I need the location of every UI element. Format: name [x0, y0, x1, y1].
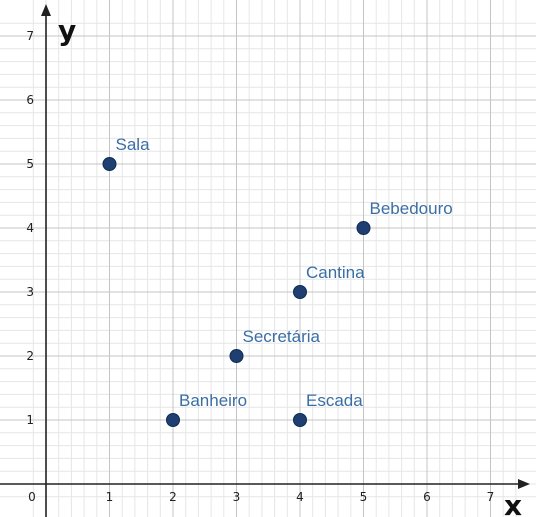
tick-labels: 0 1 2 3 4 5 6 7 1 2 3 4 5 6 7 [26, 29, 494, 504]
point-label-cantina: Cantina [306, 263, 365, 282]
x-tick-label: 4 [296, 490, 304, 504]
y-tick-label: 5 [26, 157, 34, 171]
point-label-escada: Escada [306, 391, 363, 410]
x-axis-label: x [504, 489, 522, 517]
data-points [102, 157, 371, 427]
y-axis-arrow-icon [41, 4, 51, 16]
point-label-secretaria: Secretária [243, 327, 321, 346]
x-tick-label: 0 [28, 490, 36, 504]
point-label-sala: Sala [116, 135, 151, 154]
point-bebedouro [356, 221, 371, 235]
point-sala [102, 157, 117, 171]
point-escada [293, 413, 307, 427]
point-cantina [293, 285, 307, 299]
x-tick-label: 2 [169, 490, 177, 504]
y-tick-label: 7 [26, 29, 34, 43]
point-label-banheiro: Banheiro [179, 391, 247, 410]
x-axis-arrow-icon [518, 479, 530, 489]
x-tick-label: 3 [233, 490, 241, 504]
x-tick-label: 6 [423, 490, 431, 504]
y-axis-label: y [58, 14, 76, 47]
y-tick-label: 6 [26, 93, 34, 107]
point-label-bebedouro: Bebedouro [370, 199, 453, 218]
y-tick-label: 2 [26, 349, 34, 363]
axes [0, 4, 530, 517]
x-tick-label: 1 [106, 490, 114, 504]
y-tick-label: 4 [26, 221, 34, 235]
point-secretaria [229, 349, 244, 363]
x-tick-label: 7 [487, 490, 495, 504]
point-banheiro [166, 413, 180, 427]
point-labels: Sala Bebedouro Cantina Secretária Banheiro Es… [116, 135, 453, 410]
x-tick-label: 5 [360, 490, 368, 504]
y-tick-label: 3 [26, 285, 34, 299]
y-tick-label: 1 [26, 413, 34, 427]
